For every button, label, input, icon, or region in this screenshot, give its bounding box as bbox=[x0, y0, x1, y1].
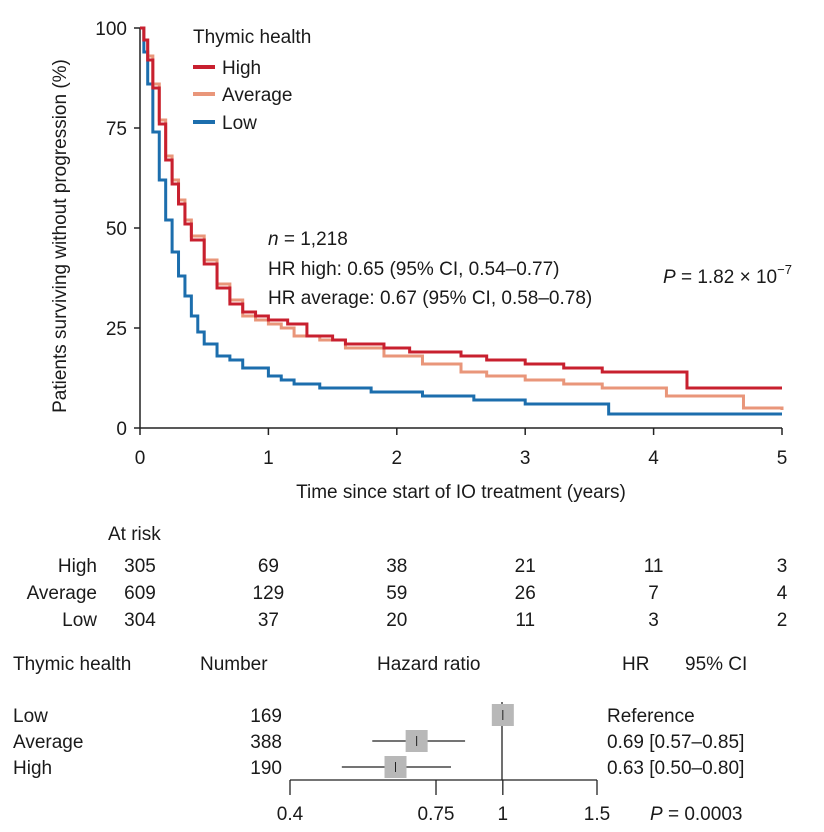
forest-group: Low bbox=[13, 706, 48, 727]
at-risk-value: 4 bbox=[777, 583, 788, 604]
forest-group: High bbox=[13, 758, 52, 779]
at-risk-value: 2 bbox=[777, 610, 788, 631]
annotation-n: n = 1,218 bbox=[268, 229, 348, 250]
header-ci: 95% CI bbox=[685, 654, 747, 675]
legend-label-high: High bbox=[222, 58, 261, 79]
forest-row: Average 388 0.69 [0.57–0.85] bbox=[13, 730, 744, 753]
legend-label-low: Low bbox=[222, 113, 257, 134]
x-tick-label: 5 bbox=[777, 448, 788, 469]
y-tick-label: 25 bbox=[106, 319, 127, 340]
forest-p-label: P bbox=[650, 804, 663, 825]
annotation-hr-average: HR average: 0.67 (95% CI, 0.58–0.78) bbox=[268, 288, 592, 309]
p-label: P bbox=[663, 267, 676, 288]
y-tick-label: 100 bbox=[95, 19, 127, 40]
annotation-hr-high: HR high: 0.65 (95% CI, 0.54–0.77) bbox=[268, 259, 560, 280]
at-risk-table: At risk High 305 69 38 21 11 3 Average 609 129 59 2… bbox=[27, 524, 788, 631]
at-risk-value: 11 bbox=[515, 610, 535, 631]
at-risk-value: 37 bbox=[258, 610, 279, 631]
annotation-p-value: P = 1.82 × 10−7 bbox=[663, 262, 792, 288]
at-risk-row-label: Average bbox=[27, 583, 97, 604]
at-risk-value: 11 bbox=[644, 556, 664, 577]
at-risk-value: 609 bbox=[124, 583, 156, 604]
km-plot: 0 25 50 75 100 0 1 2 3 4 5 Patients surviving wit… bbox=[50, 19, 792, 503]
at-risk-value: 21 bbox=[515, 556, 536, 577]
forest-tick-label: 1.5 bbox=[584, 804, 610, 825]
forest-row: Low 169 Reference bbox=[13, 704, 695, 727]
forest-number: 169 bbox=[250, 706, 282, 727]
x-axis-label: Time since start of IO treatment (years) bbox=[296, 482, 626, 503]
y-tick-label: 50 bbox=[106, 219, 127, 240]
x-tick-label: 2 bbox=[392, 448, 403, 469]
at-risk-value: 129 bbox=[253, 583, 285, 604]
forest-row: High 190 0.63 [0.50–0.80] bbox=[13, 756, 744, 779]
at-risk-value: 69 bbox=[258, 556, 279, 577]
at-risk-row-label: Low bbox=[62, 610, 97, 631]
x-tick-label: 3 bbox=[520, 448, 531, 469]
forest-hr-text: 0.69 [0.57–0.85] bbox=[607, 732, 744, 753]
at-risk-row-label: High bbox=[58, 556, 97, 577]
n-value: = 1,218 bbox=[279, 229, 348, 250]
header-hr: HR bbox=[622, 654, 649, 675]
forest-p-value: P = 0.0003 bbox=[650, 804, 742, 825]
at-risk-value: 38 bbox=[386, 556, 407, 577]
y-axis-label: Patients surviving without progression (… bbox=[50, 59, 71, 413]
forest-p-number: = 0.0003 bbox=[663, 804, 743, 825]
legend-label-average: Average bbox=[222, 85, 292, 106]
forest-number: 388 bbox=[250, 732, 282, 753]
n-label: n bbox=[268, 229, 279, 250]
header-group: Thymic health bbox=[13, 654, 131, 675]
at-risk-value: 26 bbox=[515, 583, 536, 604]
forest-tick-label: 1 bbox=[498, 804, 509, 825]
at-risk-value: 304 bbox=[124, 610, 156, 631]
km-curve-low bbox=[140, 26, 782, 416]
forest-plot: Thymic health Number Hazard ratio HR 95%… bbox=[13, 654, 747, 825]
at-risk-value: 3 bbox=[777, 556, 788, 577]
x-tick-label: 4 bbox=[648, 448, 659, 469]
forest-tick-label: 0.75 bbox=[418, 804, 455, 825]
legend: Thymic health High Average Low bbox=[193, 27, 311, 134]
at-risk-value: 3 bbox=[648, 610, 659, 631]
at-risk-value: 20 bbox=[386, 610, 407, 631]
x-tick-label: 1 bbox=[263, 448, 274, 469]
forest-hr-text: 0.63 [0.50–0.80] bbox=[607, 758, 744, 779]
y-tick-label: 0 bbox=[116, 419, 127, 440]
header-number: Number bbox=[200, 654, 268, 675]
at-risk-value: 305 bbox=[124, 556, 156, 577]
p-value: = 1.82 × 10 bbox=[676, 267, 777, 288]
at-risk-value: 59 bbox=[386, 583, 407, 604]
y-tick-label: 75 bbox=[106, 119, 127, 140]
at-risk-title: At risk bbox=[108, 524, 161, 545]
p-exponent: −7 bbox=[777, 262, 792, 277]
forest-group: Average bbox=[13, 732, 83, 753]
forest-tick-label: 0.4 bbox=[277, 804, 304, 825]
header-plot: Hazard ratio bbox=[377, 654, 481, 675]
forest-hr-text: Reference bbox=[607, 706, 695, 727]
forest-number: 190 bbox=[250, 758, 282, 779]
km-curve-high bbox=[140, 26, 782, 390]
x-tick-label: 0 bbox=[135, 448, 146, 469]
at-risk-value: 7 bbox=[648, 583, 659, 604]
legend-title: Thymic health bbox=[193, 27, 311, 48]
